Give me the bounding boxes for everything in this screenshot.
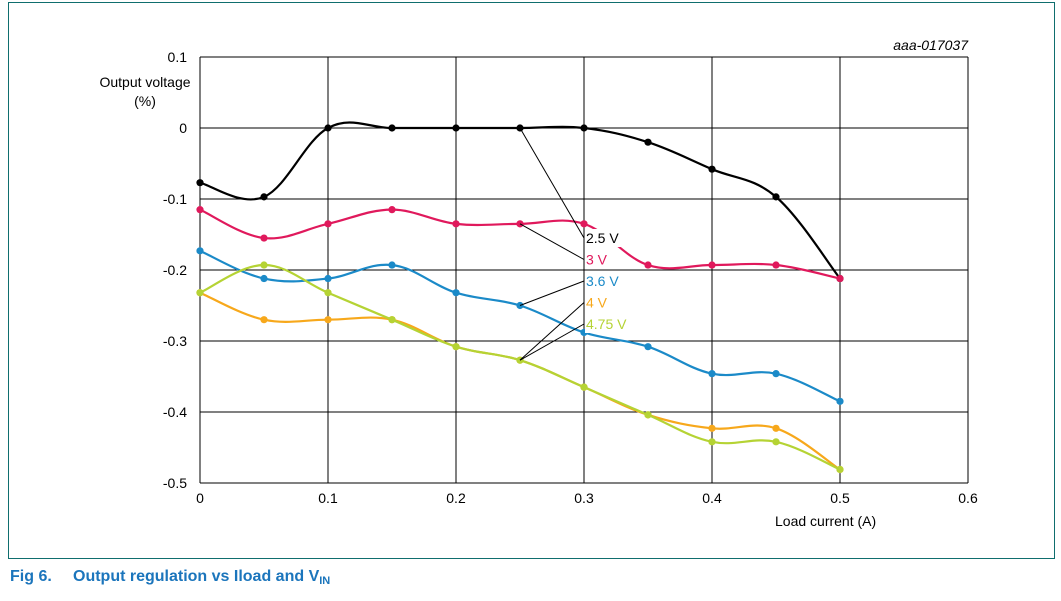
y-tick-label-0: 0.1 [168,49,188,65]
data-point-2-5-v-3 [388,124,396,132]
data-point-3-6-v-10 [836,397,844,405]
data-point-4-v-2 [324,316,332,324]
data-point-3-v-8 [708,261,716,269]
legend-label-bg-3-6-v [585,272,631,290]
legend-label-bg-4-v [585,293,615,312]
y-axis-label-line1: Output voltage [99,74,191,90]
series-line-3-6-v [199,249,841,403]
x-tick-label-4: 0.4 [702,490,722,506]
data-point-3-v-6 [580,220,588,228]
data-point-4-75-v-8 [708,438,716,446]
data-point-3-v-0 [196,206,204,214]
figure-code: aaa-017037 [893,37,968,53]
data-point-2-5-v-1 [260,193,268,201]
y-tick-label-5: -0.4 [163,404,187,420]
leader-line-3-v-0 [519,223,585,260]
y-tick-label-1: 0 [179,120,187,136]
x-tick-label-0: 0 [196,490,204,506]
x-tick-label-6: 0.6 [958,490,978,506]
figure-caption: Fig 6. Output regulation vs Iload and VIN [10,568,330,587]
data-point-3-6-v-7 [644,343,652,351]
data-point-3-6-v-8 [708,370,716,378]
legend-label-bg-2-5-v [585,229,631,247]
y-axis-label: Output voltage (%) [70,73,220,111]
legend-label-2-5-v: 2.5 V [586,230,619,246]
x-tick-label-1: 0.1 [318,490,338,506]
y-tick-label-4: -0.3 [163,333,187,349]
data-point-2-5-v-4 [452,124,460,132]
data-point-3-6-v-2 [324,274,332,283]
data-point-4-75-v-7 [644,411,652,419]
caption-text: Output regulation vs Iload and V [73,568,320,585]
leader-line-3-6-v-0 [519,280,585,306]
data-point-3-v-7 [644,261,652,269]
x-axis-label: Load current (A) [775,513,877,529]
y-tick-label-6: -0.5 [163,475,187,491]
data-point-4-75-v-1 [260,261,268,269]
data-point-4-75-v-9 [772,438,780,446]
series-line-4-v [199,291,841,471]
caption-subscript: IN [319,575,331,587]
data-point-4-75-v-2 [324,289,332,297]
series-line-2-5-v [199,121,841,280]
data-point-3-6-v-9 [772,370,780,378]
x-tick-label-2: 0.2 [446,490,466,506]
data-point-3-6-v-4 [452,289,460,297]
x-tick-label-5: 0.5 [830,490,850,506]
data-point-3-v-4 [452,220,460,228]
leader-line-4-v-0 [519,302,585,361]
data-point-4-75-v-6 [580,383,588,391]
figure-frame [8,2,1055,559]
x-tick-label-3: 0.3 [574,490,594,506]
data-point-3-v-3 [388,206,396,214]
data-point-2-5-v-7 [644,138,652,146]
data-point-4-75-v-10 [836,465,844,474]
data-point-2-5-v-0 [196,179,204,187]
data-point-3-6-v-0 [196,247,204,255]
legend-label-bg-3-v [585,250,615,269]
leader-line-4-75-v-0 [519,323,585,361]
legend-label-3-6-v: 3.6 V [586,273,619,289]
series-line-3-v [199,208,841,280]
caption-number: Fig 6. [10,568,52,585]
data-point-3-v-9 [772,261,780,269]
legend-label-4-v: 4 V [586,295,608,311]
data-point-3-v-2 [324,220,332,228]
data-point-4-v-8 [708,424,716,432]
data-point-2-5-v-2 [324,124,332,132]
data-point-4-75-v-4 [452,343,460,351]
data-point-4-v-1 [260,316,268,324]
y-tick-label-2: -0.1 [163,191,187,207]
data-point-4-v-9 [772,424,780,432]
data-point-4-75-v-0 [196,289,204,297]
data-point-2-5-v-9 [772,193,780,201]
data-point-2-5-v-8 [708,165,716,173]
y-axis-label-line2: (%) [134,93,156,109]
data-point-3-6-v-3 [388,261,396,269]
data-point-3-6-v-1 [260,274,268,283]
data-point-3-v-1 [260,234,268,242]
leader-line-2-5-v-0 [519,127,585,239]
legend-label-3-v: 3 V [586,252,608,268]
legend-label-4-75-v: 4.75 V [586,316,627,332]
data-point-3-v-10 [836,274,844,283]
y-tick-label-3: -0.2 [163,262,187,278]
data-point-2-5-v-6 [580,124,588,132]
data-point-4-75-v-3 [388,316,396,324]
series-line-4-75-v [199,263,841,471]
legend-label-bg-4-75-v [585,315,640,333]
